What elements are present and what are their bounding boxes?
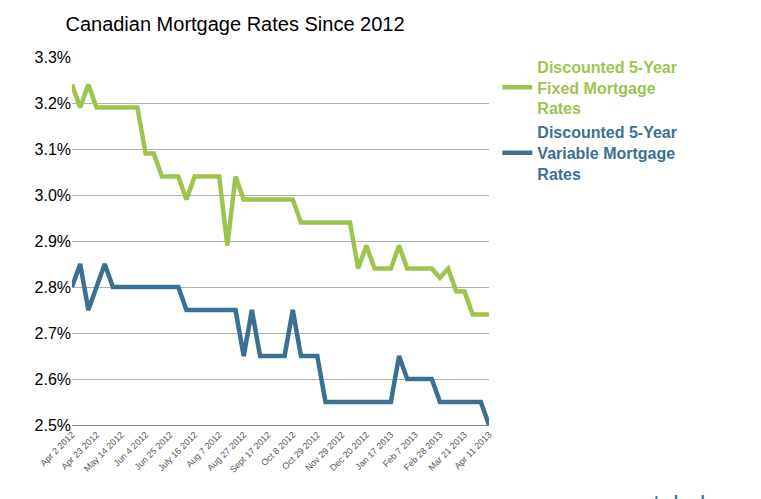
svg-text:Jan 17 2013: Jan 17 2013 <box>353 430 395 472</box>
svg-text:Discounted 5-YearFixed Mortgag: Discounted 5-YearFixed MortgageRates <box>537 59 677 118</box>
svg-text:Apr 11 2013: Apr 11 2013 <box>452 430 493 471</box>
svg-text:2.5%: 2.5% <box>35 417 71 434</box>
svg-text:2.9%: 2.9% <box>35 233 71 250</box>
svg-text:ratehub.ca: ratehub.ca <box>632 490 746 499</box>
svg-text:2.8%: 2.8% <box>35 279 71 296</box>
svg-text:2.6%: 2.6% <box>35 371 71 388</box>
svg-text:Feb 7 2013: Feb 7 2013 <box>381 430 420 469</box>
svg-text:Discounted 5-YearVariable Mort: Discounted 5-YearVariable MortgageRates <box>537 124 677 183</box>
svg-text:Jun 25 2012: Jun 25 2012 <box>133 430 175 472</box>
svg-text:May 14 2012: May 14 2012 <box>82 430 126 474</box>
svg-text:Dec 20 2012: Dec 20 2012 <box>328 430 371 473</box>
svg-text:Oct 29 2012: Oct 29 2012 <box>280 430 322 472</box>
svg-text:Canadian Mortgage Rates Since: Canadian Mortgage Rates Since 2012 <box>65 13 404 35</box>
svg-text:Aug 7 2012: Aug 7 2012 <box>184 430 224 470</box>
svg-text:Oct 8 2012: Oct 8 2012 <box>259 430 297 468</box>
svg-text:3.3%: 3.3% <box>35 49 71 66</box>
svg-text:Aug 27 2012: Aug 27 2012 <box>205 430 248 473</box>
svg-text:Apr 2 2012: Apr 2 2012 <box>38 430 76 468</box>
svg-text:3.0%: 3.0% <box>35 187 71 204</box>
svg-text:3.2%: 3.2% <box>35 95 71 112</box>
svg-text:Apr 23 2012: Apr 23 2012 <box>59 430 101 472</box>
svg-text:July 16 2012: July 16 2012 <box>156 430 199 473</box>
svg-text:Mar 21 2013: Mar 21 2013 <box>426 430 469 473</box>
svg-text:Jun 4 2012: Jun 4 2012 <box>112 430 151 469</box>
svg-text:Feb 28 2013: Feb 28 2013 <box>402 430 445 473</box>
svg-text:3.1%: 3.1% <box>35 141 71 158</box>
svg-text:Sept 17 2012: Sept 17 2012 <box>228 430 273 475</box>
svg-text:Nov 29 2012: Nov 29 2012 <box>303 430 346 473</box>
svg-text:2.7%: 2.7% <box>35 325 71 342</box>
